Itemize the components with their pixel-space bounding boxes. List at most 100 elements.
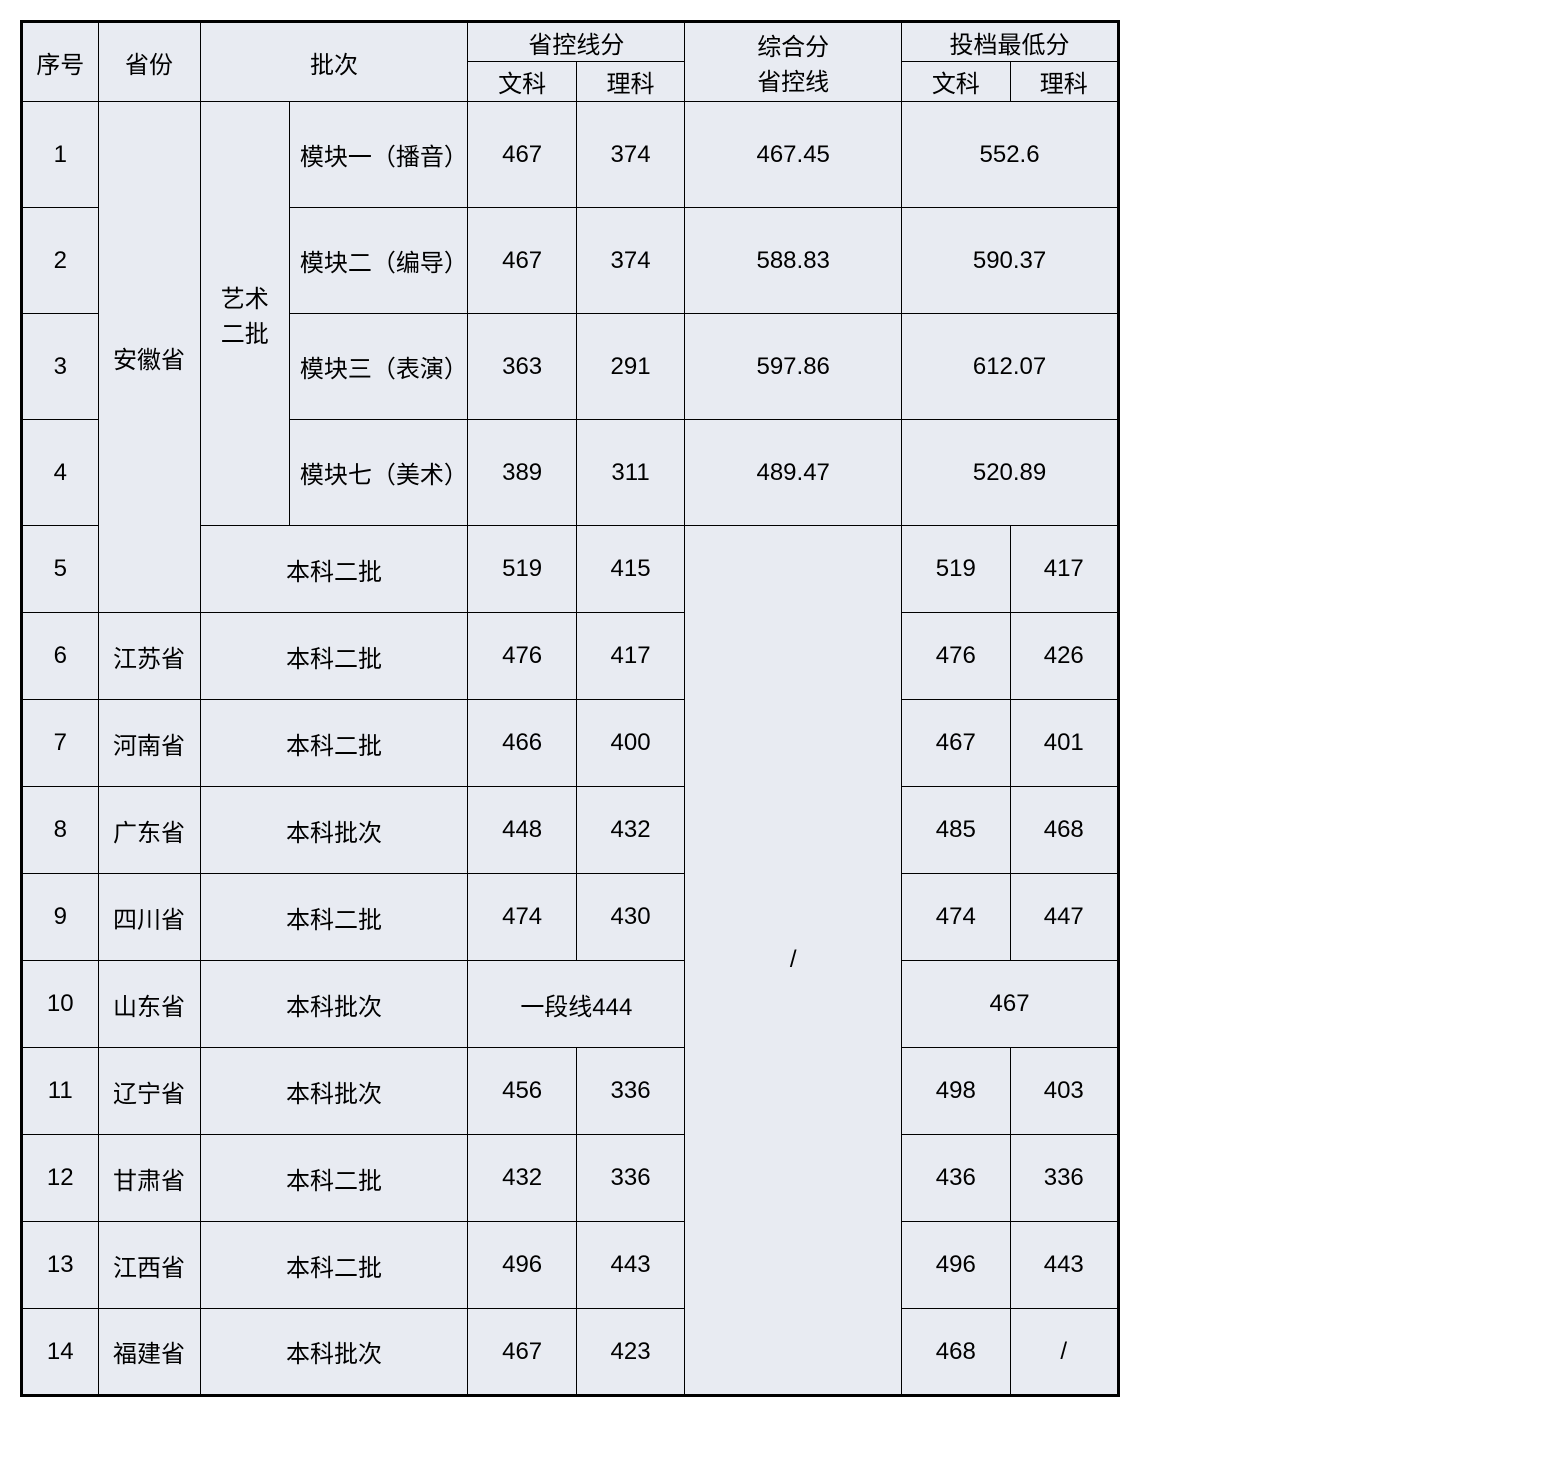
cell-wk: 466 bbox=[468, 700, 576, 787]
cell-mlk: 447 bbox=[1010, 874, 1118, 961]
cell-province: 四川省 bbox=[98, 874, 200, 961]
cell-wk: 474 bbox=[468, 874, 576, 961]
cell-seq: 9 bbox=[22, 874, 99, 961]
cell-mwk: 519 bbox=[902, 526, 1010, 613]
cell-lk: 443 bbox=[576, 1222, 684, 1309]
cell-province: 江西省 bbox=[98, 1222, 200, 1309]
cell-batch: 本科二批 bbox=[200, 526, 468, 613]
cell-lk: 374 bbox=[576, 208, 684, 314]
cell-batch-sub: 模块三（表演） bbox=[289, 314, 468, 420]
header-batch: 批次 bbox=[200, 22, 468, 102]
cell-province: 福建省 bbox=[98, 1309, 200, 1396]
cell-seq: 14 bbox=[22, 1309, 99, 1396]
cell-wk-merged: 一段线444 bbox=[468, 961, 685, 1048]
cell-wk: 467 bbox=[468, 1309, 576, 1396]
cell-lk: 291 bbox=[576, 314, 684, 420]
cell-mwk: 496 bbox=[902, 1222, 1010, 1309]
header-min-score: 投档最低分 bbox=[902, 22, 1119, 62]
header-min-wenke: 文科 bbox=[902, 62, 1010, 102]
cell-wk: 476 bbox=[468, 613, 576, 700]
cell-mlk: 336 bbox=[1010, 1135, 1118, 1222]
cell-lk: 430 bbox=[576, 874, 684, 961]
cell-wk: 496 bbox=[468, 1222, 576, 1309]
cell-lk: 423 bbox=[576, 1309, 684, 1396]
cell-batch-sub: 模块七（美术） bbox=[289, 420, 468, 526]
cell-seq: 7 bbox=[22, 700, 99, 787]
cell-seq: 13 bbox=[22, 1222, 99, 1309]
table-row: 7 河南省 本科二批 466 400 467 401 bbox=[22, 700, 1119, 787]
cell-min-merged: 520.89 bbox=[902, 420, 1119, 526]
cell-province: 江苏省 bbox=[98, 613, 200, 700]
cell-seq: 4 bbox=[22, 420, 99, 526]
table-row: 14 福建省 本科批次 467 423 468 / bbox=[22, 1309, 1119, 1396]
cell-province: 安徽省 bbox=[98, 102, 200, 613]
cell-wk: 432 bbox=[468, 1135, 576, 1222]
cell-batch: 本科批次 bbox=[200, 961, 468, 1048]
cell-mlk: 426 bbox=[1010, 613, 1118, 700]
cell-seq: 8 bbox=[22, 787, 99, 874]
cell-mwk: 474 bbox=[902, 874, 1010, 961]
cell-province: 山东省 bbox=[98, 961, 200, 1048]
cell-seq: 6 bbox=[22, 613, 99, 700]
cell-mwk: 468 bbox=[902, 1309, 1010, 1396]
cell-seq: 3 bbox=[22, 314, 99, 420]
cell-mlk: 417 bbox=[1010, 526, 1118, 613]
cell-batch: 本科二批 bbox=[200, 700, 468, 787]
header-province: 省份 bbox=[98, 22, 200, 102]
cell-min-merged: 612.07 bbox=[902, 314, 1119, 420]
cell-mwk: 476 bbox=[902, 613, 1010, 700]
cell-batch: 本科批次 bbox=[200, 1048, 468, 1135]
table-row: 1 安徽省 艺术 二批 模块一（播音） 467 374 467.45 552.6 bbox=[22, 102, 1119, 208]
cell-batch: 本科二批 bbox=[200, 613, 468, 700]
cell-batch: 本科批次 bbox=[200, 1309, 468, 1396]
cell-mlk: 403 bbox=[1010, 1048, 1118, 1135]
cell-wk: 448 bbox=[468, 787, 576, 874]
table-row: 6 江苏省 本科二批 476 417 476 426 bbox=[22, 613, 1119, 700]
cell-lk: 336 bbox=[576, 1135, 684, 1222]
cell-comp: 467.45 bbox=[685, 102, 902, 208]
cell-mlk: 468 bbox=[1010, 787, 1118, 874]
cell-seq: 11 bbox=[22, 1048, 99, 1135]
table-row: 9 四川省 本科二批 474 430 474 447 bbox=[22, 874, 1119, 961]
cell-mwk: 498 bbox=[902, 1048, 1010, 1135]
cell-lk: 417 bbox=[576, 613, 684, 700]
cell-wk: 363 bbox=[468, 314, 576, 420]
cell-province: 广东省 bbox=[98, 787, 200, 874]
cell-batch-sub: 模块一（播音） bbox=[289, 102, 468, 208]
cell-batch: 本科二批 bbox=[200, 1222, 468, 1309]
cell-min-merged: 467 bbox=[902, 961, 1119, 1048]
cell-lk: 400 bbox=[576, 700, 684, 787]
cell-min-merged: 552.6 bbox=[902, 102, 1119, 208]
cell-batch: 本科二批 bbox=[200, 1135, 468, 1222]
header-control-line: 省控线分 bbox=[468, 22, 685, 62]
cell-lk: 432 bbox=[576, 787, 684, 874]
cell-comp: 588.83 bbox=[685, 208, 902, 314]
cell-province: 辽宁省 bbox=[98, 1048, 200, 1135]
cell-comp: 489.47 bbox=[685, 420, 902, 526]
table-row: 11 辽宁省 本科批次 456 336 498 403 bbox=[22, 1048, 1119, 1135]
cell-mwk: 485 bbox=[902, 787, 1010, 874]
cell-comp-slash: / bbox=[685, 526, 902, 1396]
header-seq: 序号 bbox=[22, 22, 99, 102]
cell-wk: 456 bbox=[468, 1048, 576, 1135]
cell-seq: 2 bbox=[22, 208, 99, 314]
table-row: 10 山东省 本科批次 一段线444 467 bbox=[22, 961, 1119, 1048]
cell-mlk: 401 bbox=[1010, 700, 1118, 787]
cell-lk: 415 bbox=[576, 526, 684, 613]
cell-province: 河南省 bbox=[98, 700, 200, 787]
header-like: 理科 bbox=[576, 62, 684, 102]
table-row: 13 江西省 本科二批 496 443 496 443 bbox=[22, 1222, 1119, 1309]
cell-wk: 467 bbox=[468, 102, 576, 208]
admission-table: 序号 省份 批次 省控线分 综合分 省控线 投档最低分 文科 理科 文科 理科 … bbox=[20, 20, 1120, 1397]
header-min-like: 理科 bbox=[1010, 62, 1118, 102]
cell-province: 甘肃省 bbox=[98, 1135, 200, 1222]
cell-seq: 10 bbox=[22, 961, 99, 1048]
cell-mwk: 436 bbox=[902, 1135, 1010, 1222]
cell-batch-sub: 模块二（编导） bbox=[289, 208, 468, 314]
cell-seq: 5 bbox=[22, 526, 99, 613]
table-row: 8 广东省 本科批次 448 432 485 468 bbox=[22, 787, 1119, 874]
cell-wk: 389 bbox=[468, 420, 576, 526]
cell-comp: 597.86 bbox=[685, 314, 902, 420]
header-wenke: 文科 bbox=[468, 62, 576, 102]
cell-min-merged: 590.37 bbox=[902, 208, 1119, 314]
